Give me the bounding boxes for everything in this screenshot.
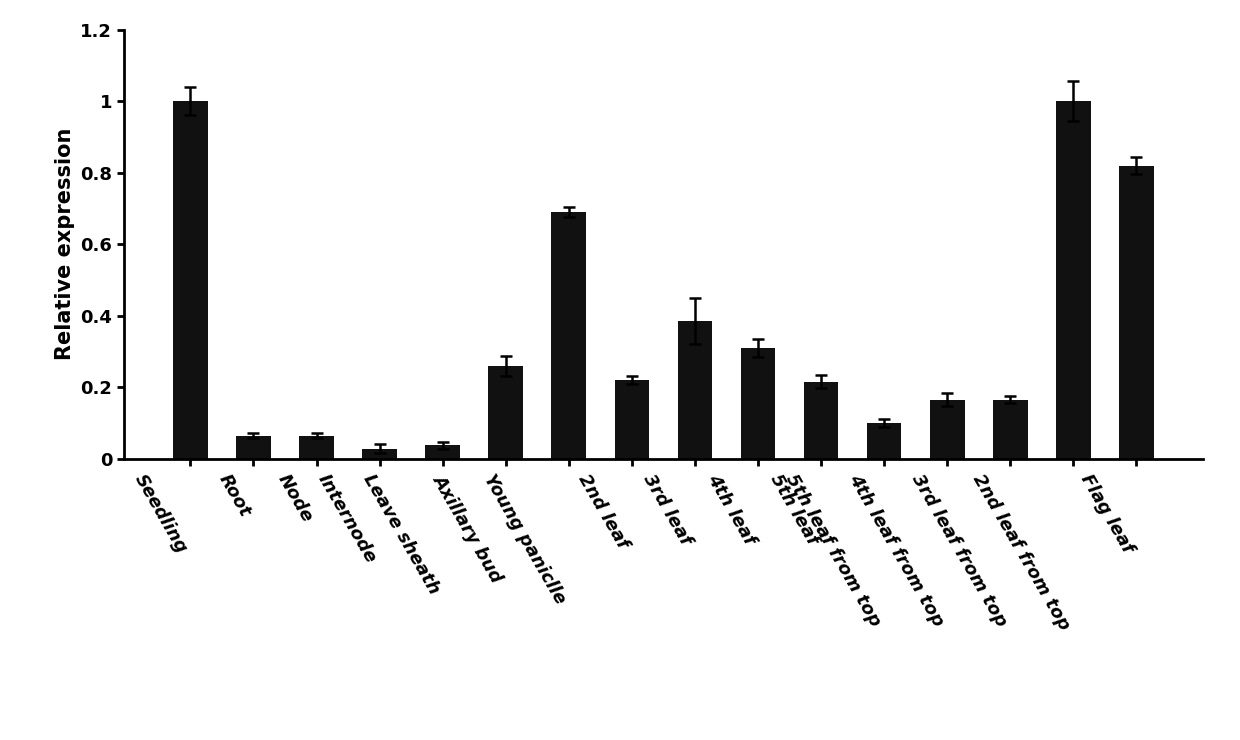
Bar — [362, 448, 397, 459]
Bar — [677, 321, 712, 459]
Bar — [1056, 101, 1091, 459]
Bar — [740, 348, 775, 459]
Bar — [236, 436, 270, 459]
Bar — [993, 400, 1028, 459]
Bar — [867, 423, 901, 459]
Bar — [1118, 166, 1153, 459]
Bar — [489, 366, 523, 459]
Bar — [425, 445, 460, 459]
Bar — [299, 436, 334, 459]
Bar — [930, 400, 965, 459]
Bar — [552, 212, 587, 459]
Y-axis label: Relative expression: Relative expression — [55, 128, 74, 360]
Bar — [174, 101, 208, 459]
Bar — [804, 382, 838, 459]
Bar — [615, 380, 650, 459]
